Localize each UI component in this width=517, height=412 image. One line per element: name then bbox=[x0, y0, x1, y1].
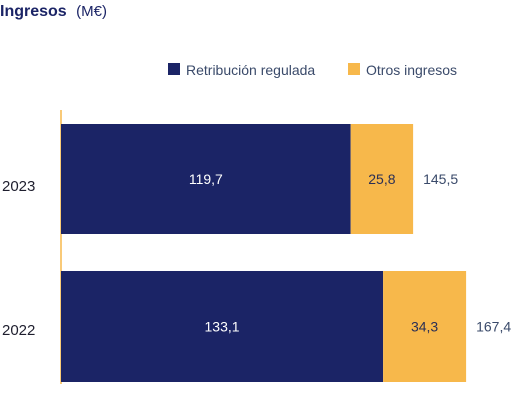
bar-2022-series-1 bbox=[383, 271, 467, 382]
bar-label-2022-series-0: 133,1 bbox=[205, 319, 240, 335]
category-label-2023: 2023 bbox=[2, 178, 35, 195]
legend-label-otros: Otros ingresos bbox=[366, 62, 457, 78]
legend: Retribución regulada Otros ingresos bbox=[168, 62, 457, 78]
chart-title-unit: (M€) bbox=[76, 3, 107, 20]
bar-2023-series-0 bbox=[61, 124, 351, 234]
bars: 119,7 25,8 145,5 133,1 34,3 167,4 bbox=[61, 124, 511, 382]
chart-title: Ingresos (M€) bbox=[0, 3, 107, 20]
legend-label-retribucion: Retribución regulada bbox=[186, 62, 315, 78]
bar-2023-series-1 bbox=[350, 124, 414, 234]
bar-label-2023-series-1: 25,8 bbox=[368, 171, 395, 187]
bar-label-2023-series-0: 119,7 bbox=[189, 171, 223, 187]
category-label-2022: 2022 bbox=[2, 322, 35, 339]
legend-swatch-otros bbox=[348, 63, 360, 75]
chart-title-main: Ingresos bbox=[0, 3, 67, 20]
total-label-2022: 167,4 bbox=[476, 319, 511, 335]
bar-label-2022-series-1: 34,3 bbox=[411, 319, 438, 335]
bar-2022-series-0 bbox=[61, 271, 384, 382]
legend-swatch-retribucion bbox=[168, 63, 180, 75]
total-label-2023: 145,5 bbox=[423, 171, 458, 187]
